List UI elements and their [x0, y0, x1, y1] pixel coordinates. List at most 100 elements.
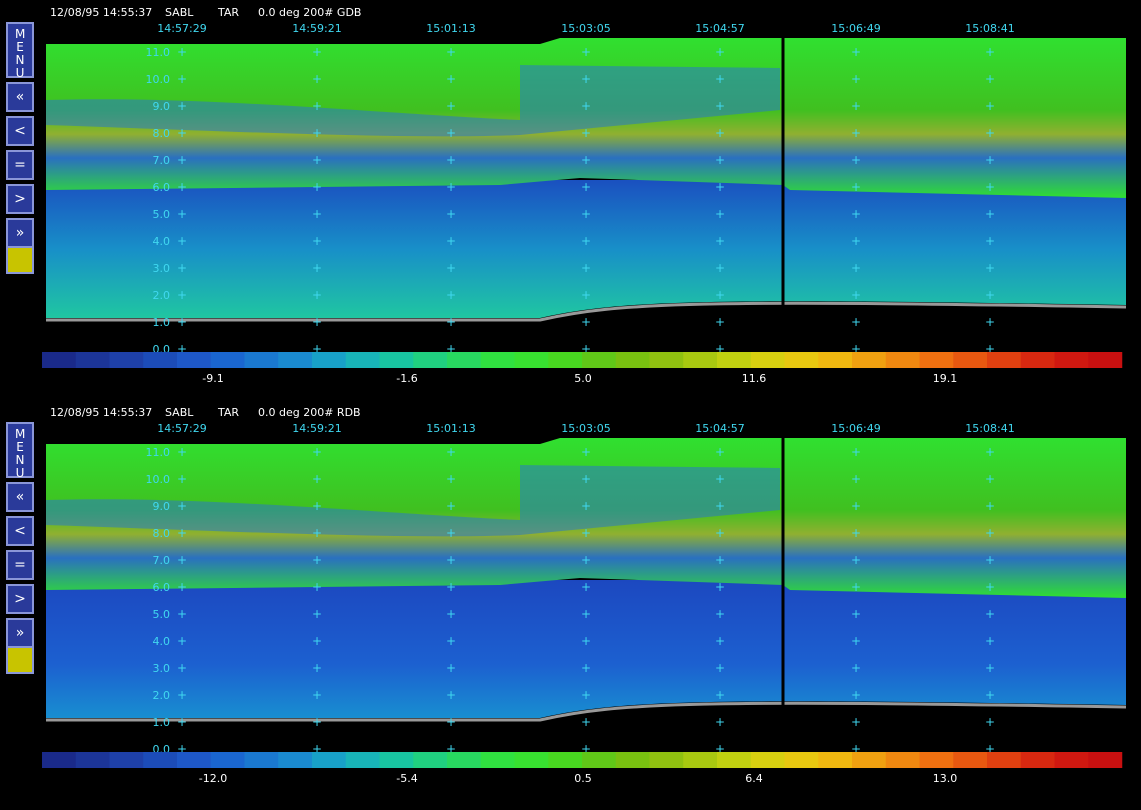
nav-button[interactable]: <	[6, 516, 34, 546]
grid-cross: +	[985, 234, 995, 248]
grid-cross: +	[715, 45, 725, 59]
color-swatch	[987, 752, 1021, 768]
grid-cross: +	[177, 472, 187, 486]
grid-cross: +	[715, 499, 725, 513]
nav-button[interactable]: >	[6, 584, 34, 614]
grid-cross: +	[581, 553, 591, 567]
height-label: 10.0	[146, 73, 171, 86]
height-label: 2.0	[153, 289, 171, 302]
color-swatch	[615, 352, 650, 368]
grid-cross: +	[446, 126, 456, 140]
grid-cross: +	[985, 742, 995, 756]
grid-cross: +	[177, 261, 187, 275]
color-swatch	[379, 352, 414, 368]
grid-cross: +	[715, 207, 725, 221]
grid-cross: +	[581, 715, 591, 729]
menu-button[interactable]: MENU	[6, 422, 34, 480]
grid-cross: +	[851, 715, 861, 729]
grid-cross: +	[715, 742, 725, 756]
grid-cross: +	[581, 688, 591, 702]
grid-cross: +	[177, 180, 187, 194]
grid-cross: +	[715, 580, 725, 594]
grid-cross: +	[312, 553, 322, 567]
scale-label: 19.1	[933, 372, 958, 385]
time-label: 15:08:41	[965, 422, 1014, 435]
grid-cross: +	[312, 72, 322, 86]
color-swatch	[379, 752, 414, 768]
grid-cross: +	[446, 72, 456, 86]
color-button[interactable]	[6, 646, 34, 674]
height-label: 11.0	[146, 46, 171, 59]
grid-cross: +	[985, 445, 995, 459]
scale-label: 11.6	[742, 372, 767, 385]
grid-cross: +	[851, 207, 861, 221]
height-label: 11.0	[146, 446, 171, 459]
grid-cross: +	[446, 661, 456, 675]
color-swatch	[1054, 352, 1089, 368]
grid-cross: +	[851, 72, 861, 86]
color-swatch	[885, 352, 920, 368]
color-swatch	[210, 352, 245, 368]
grid-cross: +	[851, 126, 861, 140]
cloud-band	[46, 465, 780, 537]
color-swatch	[1020, 752, 1055, 768]
grid-cross: +	[715, 445, 725, 459]
header-text: 0.0 deg 200# RDB	[258, 406, 361, 419]
grid-cross: +	[715, 472, 725, 486]
grid-cross: +	[177, 315, 187, 329]
nav-button[interactable]: «	[6, 482, 34, 512]
time-label: 15:01:13	[426, 422, 475, 435]
grid-cross: +	[851, 688, 861, 702]
height-label: 9.0	[153, 100, 171, 113]
grid-cross: +	[985, 99, 995, 113]
nav-button[interactable]: =	[6, 150, 34, 180]
nav-button[interactable]: «	[6, 82, 34, 112]
height-label: 4.0	[153, 235, 171, 248]
color-swatch	[649, 752, 684, 768]
height-label: 6.0	[153, 581, 171, 594]
grid-cross: +	[312, 207, 322, 221]
nav-button[interactable]: >	[6, 184, 34, 214]
grid-cross: +	[177, 499, 187, 513]
grid-cross: +	[177, 634, 187, 648]
grid-cross: +	[851, 526, 861, 540]
grid-cross: +	[312, 126, 322, 140]
nav-button[interactable]: =	[6, 550, 34, 580]
nav-button[interactable]: »	[6, 618, 34, 648]
nav-button[interactable]: <	[6, 116, 34, 146]
grid-cross: +	[715, 180, 725, 194]
grid-cross: +	[715, 315, 725, 329]
grid-cross: +	[177, 661, 187, 675]
color-swatch	[143, 752, 178, 768]
grid-cross: +	[715, 126, 725, 140]
grid-cross: +	[715, 607, 725, 621]
grid-cross: +	[851, 153, 861, 167]
grid-cross: +	[177, 234, 187, 248]
time-label: 15:04:57	[695, 22, 744, 35]
color-swatch	[1020, 352, 1055, 368]
grid-cross: +	[177, 742, 187, 756]
time-label: 14:57:29	[157, 422, 206, 435]
height-label: 8.0	[153, 527, 171, 540]
grid-cross: +	[446, 207, 456, 221]
grid-cross: +	[581, 315, 591, 329]
menu-button[interactable]: MENU	[6, 22, 34, 80]
header-text: 12/08/95 14:55:37	[50, 406, 152, 419]
grid-cross: +	[985, 526, 995, 540]
grid-cross: +	[851, 607, 861, 621]
grid-cross: +	[581, 288, 591, 302]
grid-cross: +	[312, 315, 322, 329]
nav-button[interactable]: »	[6, 218, 34, 248]
grid-cross: +	[177, 45, 187, 59]
grid-cross: +	[985, 315, 995, 329]
ground	[46, 301, 1126, 350]
header-text: 0.0 deg 200# GDB	[258, 6, 361, 19]
color-button[interactable]	[6, 246, 34, 274]
grid-cross: +	[446, 180, 456, 194]
color-swatch	[312, 752, 346, 768]
color-swatch	[953, 752, 988, 768]
grid-cross: +	[312, 742, 322, 756]
color-swatch	[345, 752, 380, 768]
grid-cross: +	[851, 553, 861, 567]
color-swatch	[109, 752, 144, 768]
